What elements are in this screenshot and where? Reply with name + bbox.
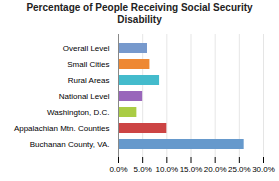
svg-text:Rural Areas: Rural Areas bbox=[68, 76, 110, 85]
svg-text:Washington, D.C.: Washington, D.C. bbox=[47, 108, 109, 117]
html-text:Percentage of People Receiving: Percentage of People Receiving Social Se… bbox=[26, 2, 253, 25]
svg-text:Buchanan County, VA.: Buchanan County, VA. bbox=[30, 140, 110, 149]
svg-text:Small Cities: Small Cities bbox=[67, 60, 109, 69]
svg-text:Appalachian Mtn. Counties: Appalachian Mtn. Counties bbox=[14, 124, 110, 133]
svg-text:5.0%: 5.0% bbox=[134, 165, 152, 174]
svg-text:25.0%: 25.0% bbox=[228, 165, 251, 174]
svg-text:10.0%: 10.0% bbox=[155, 165, 178, 174]
svg-text:20.0%: 20.0% bbox=[204, 165, 227, 174]
svg-text:15.0%: 15.0% bbox=[180, 165, 203, 174]
svg-text:30.0%: 30.0% bbox=[252, 165, 275, 174]
svg-text:National Level: National Level bbox=[59, 92, 110, 101]
svg-text:0.0%: 0.0% bbox=[109, 165, 127, 174]
svg-text:Overall Level: Overall Level bbox=[63, 44, 110, 53]
